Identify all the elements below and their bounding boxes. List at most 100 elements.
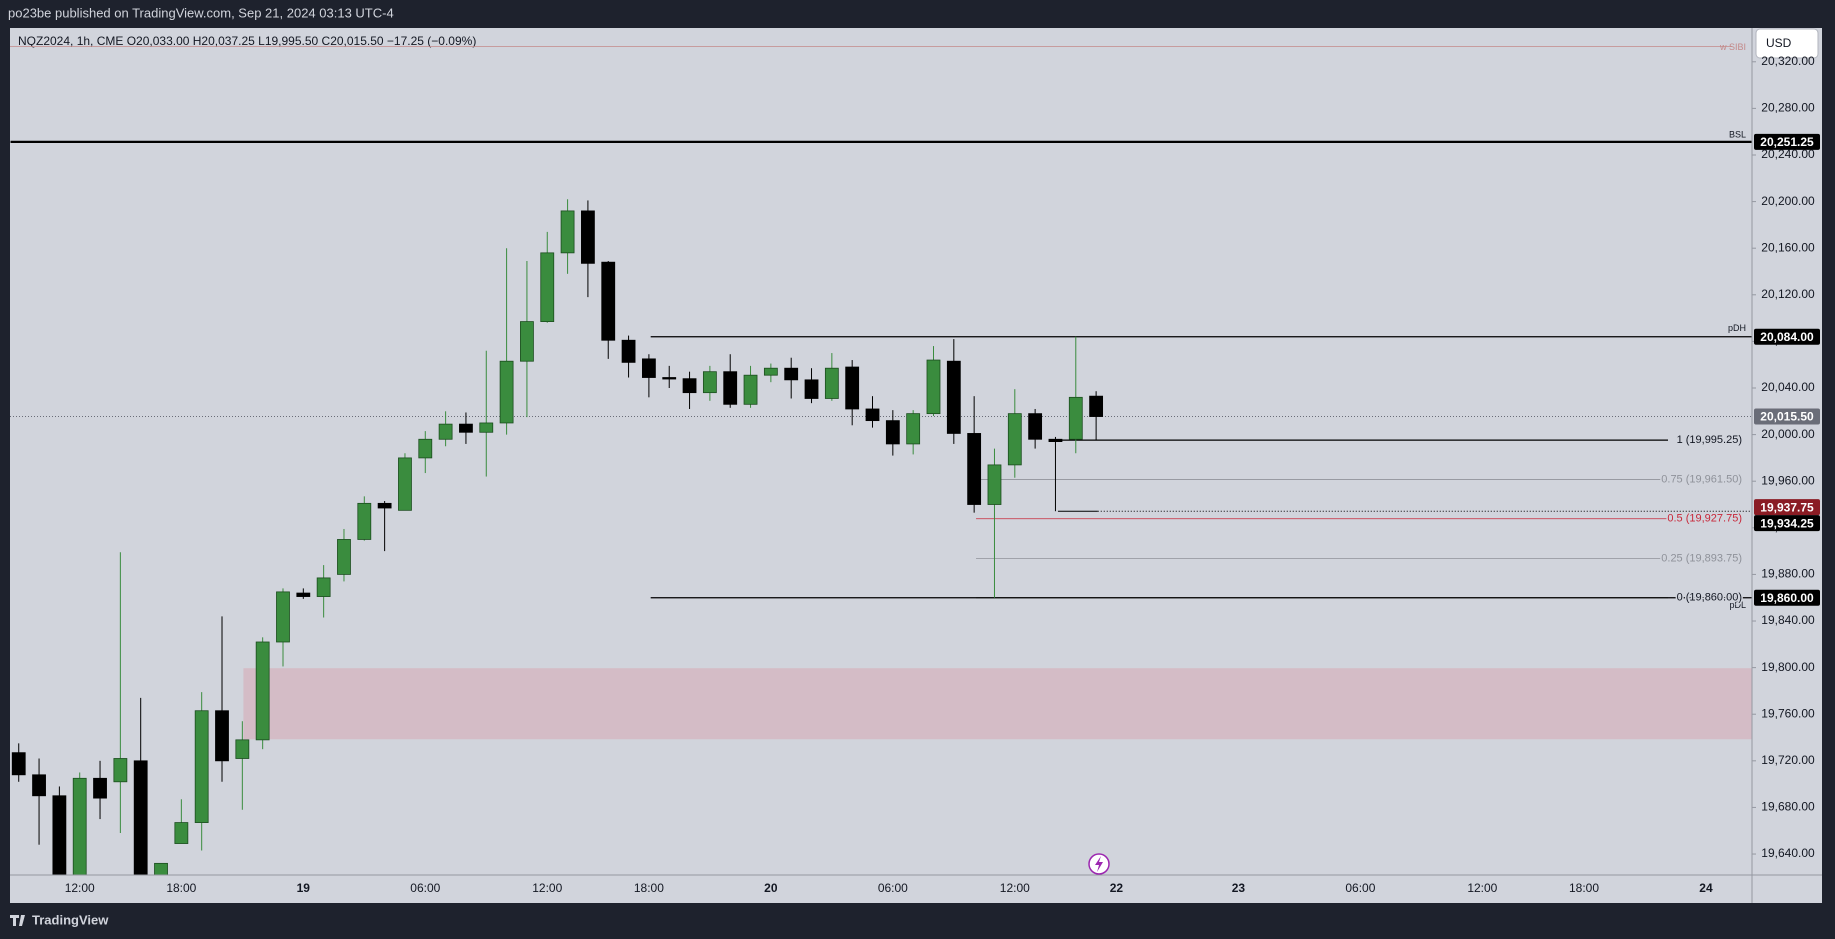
candle-body [113,758,128,783]
price-tag-label: 20,015.50 [1760,410,1814,424]
price-tag [1754,133,1820,150]
fib-label: 0.5 (19,927.75) [1667,513,1742,525]
currency[interactable]: USD [1766,36,1792,50]
alert-icon[interactable] [1088,853,1110,875]
y-tick-label: 19,800.00 [1761,660,1815,674]
candle-body [1028,413,1043,440]
candle-body [520,321,534,362]
price-tag [1754,499,1820,516]
y-tick-label: 19,680.00 [1761,800,1815,814]
y-tick-label: 20,280.00 [1761,101,1815,115]
candle-body [255,641,270,741]
price-tag [1754,515,1820,532]
candle-body [560,210,575,254]
price-tag [1754,328,1820,345]
price-tag [1754,589,1820,606]
price-tag-label: 20,084.00 [1760,330,1814,344]
y-tick-label: 20,320.00 [1761,54,1815,68]
currency-button[interactable] [1755,28,1819,59]
x-tick-label: 18:00 [1569,881,1599,895]
level-label: pDH [1728,323,1746,333]
candle-body [276,591,290,643]
candle-body [499,360,514,424]
candle-body [377,502,392,509]
candle-body [215,710,229,762]
y-tick-label: 19,640.00 [1761,846,1815,860]
x-tick-label: 06:00 [1345,881,1375,895]
candle-body [11,752,26,776]
price-tag-label: 19,934.25 [1760,516,1814,530]
candle-body [784,367,799,381]
footer-brand: TradingView [32,912,109,927]
price-tag-label: 19,937.75 [1760,500,1814,514]
candle-body [418,438,433,459]
level-label: BSL [1729,129,1746,139]
candle-body [926,359,941,415]
candle-body [763,367,778,376]
y-tick-label: 19,880.00 [1761,567,1815,581]
candle-body [316,577,331,597]
candle-body [885,420,900,445]
y-tick-label: 19,760.00 [1761,706,1815,720]
candle-body [357,502,372,540]
candle-body [1048,438,1063,442]
y-tick-label: 20,240.00 [1761,147,1815,161]
candle-body [621,339,636,363]
footer-logo [10,915,25,926]
fib-label: 0.75 (19,961.50) [1661,473,1742,485]
x-tick-label: 12:00 [1467,881,1497,895]
x-tick-label: 12:00 [65,881,95,895]
price-tag-label: 20,251.25 [1760,135,1814,149]
candle-body [479,422,494,433]
candle-body [723,371,738,405]
symbol-legend: NQZ2024, 1h, CME O20,033.00 H20,037.25 L… [18,34,476,48]
x-tick-label: 23 [1232,881,1246,895]
candle-body [743,374,758,405]
x-tick-label: 20 [764,881,778,895]
candle-body [540,252,555,322]
sibi-label: w SIBI [1719,42,1746,52]
candle-body [174,822,189,844]
candle-body [52,795,67,875]
x-tick-label: 06:00 [410,881,440,895]
candle-body [296,592,311,597]
candle-body [946,360,961,434]
candle-body [154,862,168,875]
fib-label: 1 (19,995.25) [1677,434,1742,446]
price-tag [1754,408,1820,425]
x-tick-label: 18:00 [634,881,664,895]
candle-body [32,774,46,797]
candle-body [804,379,819,399]
candle-body [72,777,87,875]
candle-body [235,739,250,759]
candle-body [967,433,982,505]
y-tick-label: 20,160.00 [1761,240,1815,254]
x-tick-label: 19 [297,881,311,895]
candle-body [702,371,717,394]
fib-label: 0.25 (19,893.75) [1661,552,1742,564]
candle-body [865,408,880,422]
candle-body [398,457,412,511]
candle-body [93,777,107,799]
candle-body [987,464,1002,505]
y-tick-label: 19,720.00 [1761,753,1815,767]
y-tick-label: 19,840.00 [1761,613,1815,627]
zone [243,668,1752,740]
candle-body [1068,396,1083,440]
candle-body [906,413,921,445]
candle-body [1007,413,1022,466]
candle-body [662,377,677,380]
y-tick-label: 20,000.00 [1761,427,1815,441]
y-tick-label: 20,040.00 [1761,380,1815,394]
x-tick-label: 24 [1699,881,1713,895]
candle-body [438,423,453,440]
candle-body [1089,395,1104,417]
chart-area [10,28,1822,903]
header: po23be published on TradingView.com, Sep… [8,5,394,20]
candle-body [601,261,616,341]
y-tick-label: 20,200.00 [1761,194,1815,208]
candle-body [845,366,860,410]
candle-body [337,539,351,575]
